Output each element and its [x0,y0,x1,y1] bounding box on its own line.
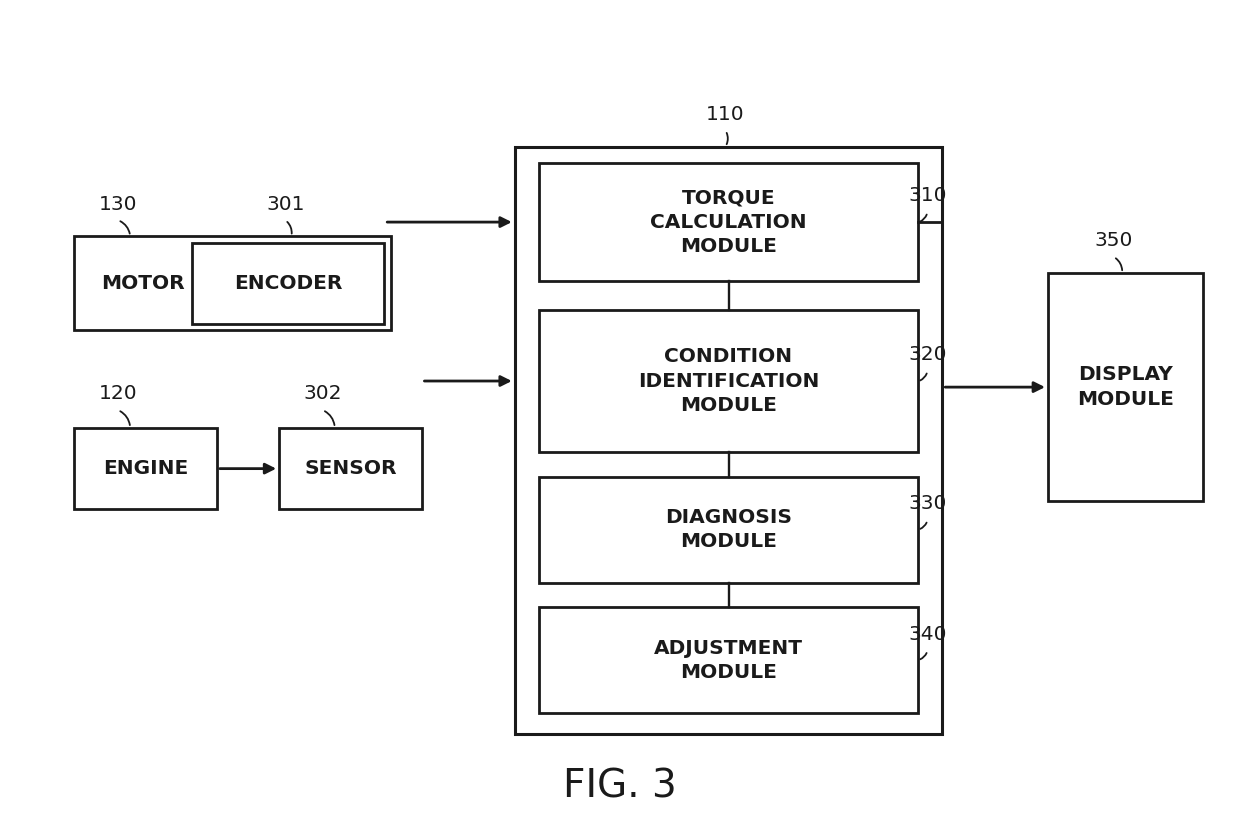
Text: 110: 110 [706,105,745,124]
Text: CONDITION
IDENTIFICATION
MODULE: CONDITION IDENTIFICATION MODULE [637,347,820,415]
Bar [74,428,217,509]
Text: TORQUE
CALCULATION
MODULE: TORQUE CALCULATION MODULE [650,188,807,256]
Bar [279,428,422,509]
Text: 130: 130 [98,195,138,214]
Bar [192,243,384,324]
Text: FIG. 3: FIG. 3 [563,768,677,805]
Text: 330: 330 [909,495,946,513]
Text: DIAGNOSIS
MODULE: DIAGNOSIS MODULE [665,508,792,552]
Text: 301: 301 [265,195,305,214]
Text: ENGINE: ENGINE [103,459,188,478]
Text: ENCODER: ENCODER [234,274,342,293]
Text: ADJUSTMENT
MODULE: ADJUSTMENT MODULE [653,638,804,682]
Text: MOTOR: MOTOR [100,274,185,293]
Bar [1048,273,1203,501]
Text: 310: 310 [908,187,947,205]
Text: 350: 350 [1095,231,1132,250]
Text: 120: 120 [98,385,138,403]
Bar [539,607,918,713]
Text: 340: 340 [908,625,947,644]
Bar [539,163,918,281]
Text: 302: 302 [303,385,342,403]
Text: DISPLAY
MODULE: DISPLAY MODULE [1076,365,1174,409]
Text: SENSOR: SENSOR [304,459,397,478]
Bar [74,236,391,330]
Bar [539,477,918,583]
Bar [515,147,942,734]
Bar [539,310,918,452]
Text: 320: 320 [908,346,947,364]
